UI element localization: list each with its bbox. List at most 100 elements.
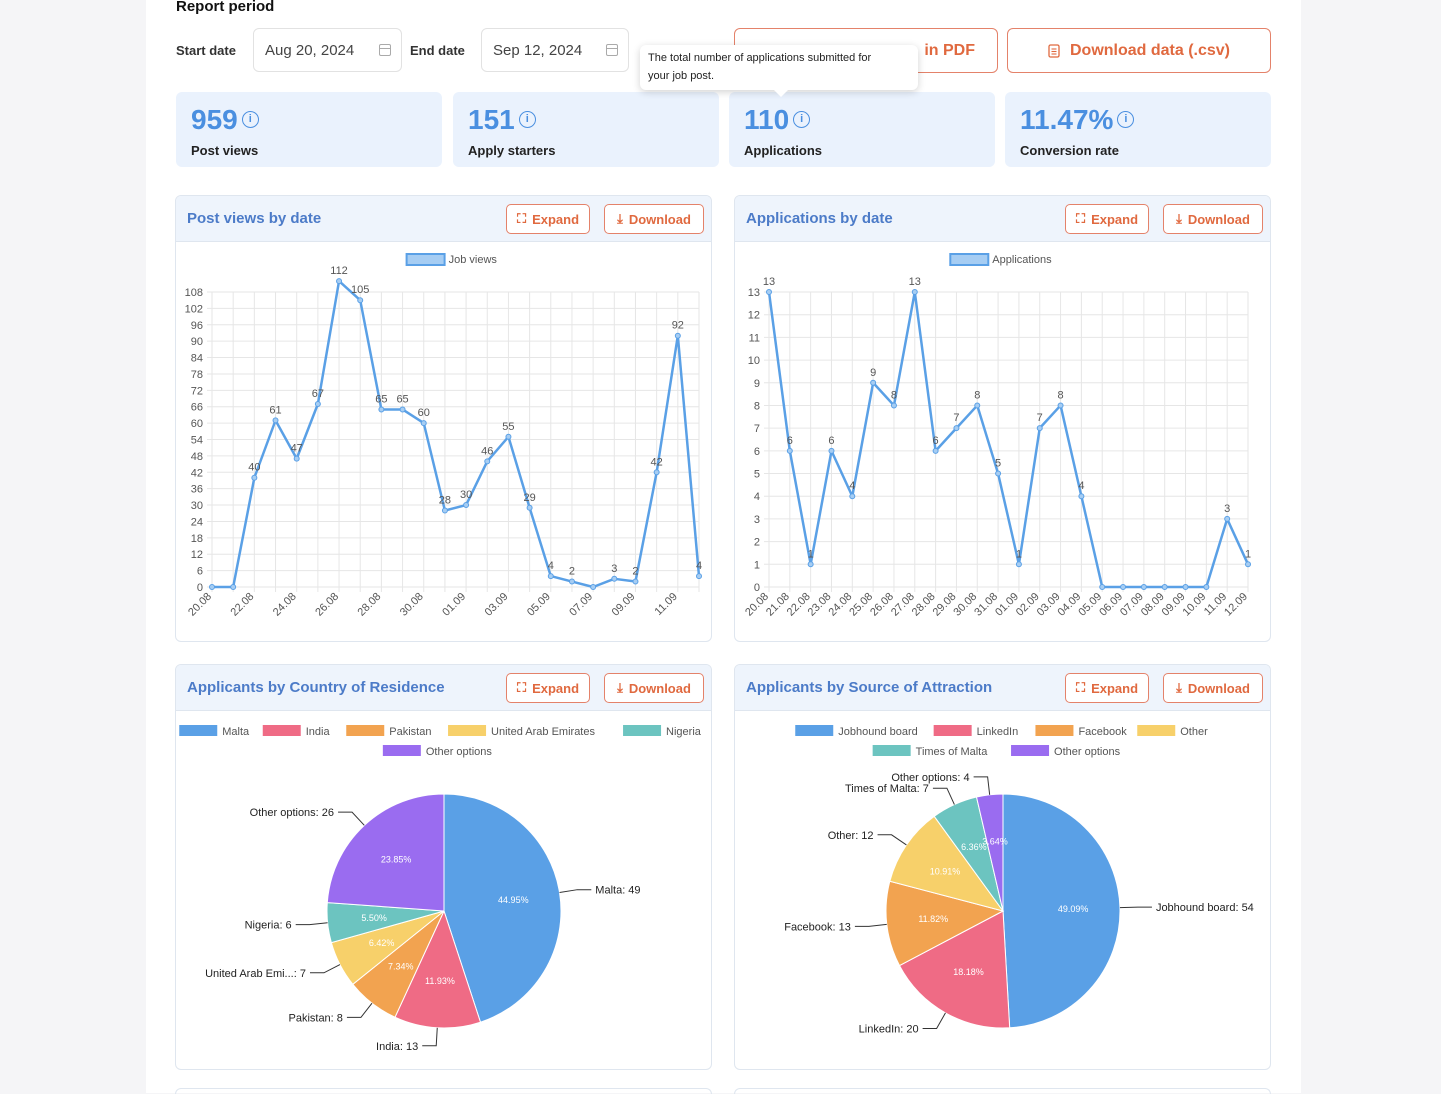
legend-swatch	[1035, 725, 1074, 736]
post-views-chart: Job views0612182430364248546066727884909…	[185, 253, 702, 619]
download-button[interactable]: ⤓ Download	[604, 673, 704, 703]
y-tick-label: 0	[754, 582, 760, 594]
legend-label: Facebook	[1078, 726, 1127, 738]
download-icon: ⤓	[617, 680, 623, 695]
data-point	[1161, 584, 1168, 590]
country-card: Applicants by Country of Residence ⛶ Expa…	[175, 664, 712, 1070]
start-date-input[interactable]: Aug 20, 2024	[253, 28, 402, 72]
data-label: 105	[351, 284, 369, 296]
x-tick-label: 22.08	[229, 591, 257, 619]
data-label: 3	[1224, 503, 1230, 515]
x-tick-label: 30.08	[398, 591, 426, 619]
y-tick-label: 36	[191, 484, 203, 496]
download-pdf-label: in PDF	[924, 41, 975, 59]
legend-label: Malta	[222, 726, 250, 738]
legend-label: Other options	[1054, 746, 1121, 758]
y-tick-label: 5	[754, 469, 760, 481]
expand-button[interactable]: ⛶ Expand	[1065, 204, 1149, 234]
y-tick-label: 24	[191, 516, 203, 528]
data-point	[230, 584, 237, 590]
applications-card: Applications by date ⛶ Expand ⤓ Download A…	[734, 195, 1271, 642]
data-point	[399, 406, 406, 413]
y-tick-label: 11	[749, 332, 760, 344]
data-label: 7	[953, 412, 959, 424]
legend-swatch	[1137, 725, 1176, 736]
expand-icon: ⛶	[1075, 680, 1086, 695]
country-pie-chart: Malta India Pakistan United Arab Emirates Ni…	[179, 725, 702, 1053]
y-tick-label: 10	[748, 355, 760, 367]
data-label: 4	[696, 560, 702, 572]
data-point	[870, 379, 877, 386]
slice-label: Other options: 4	[891, 772, 969, 784]
stat-apply-starters: 151 i Apply starters	[453, 92, 719, 167]
card-title: Applicants by Country of Residence	[187, 679, 445, 696]
data-label: 9	[870, 367, 876, 379]
download-button[interactable]: ⤓ Download	[604, 204, 704, 234]
data-label: 6	[787, 435, 793, 447]
start-date-label: Start date	[176, 43, 236, 58]
slice-percent: 5.50%	[361, 913, 387, 923]
data-point	[849, 493, 856, 500]
slice-label: United Arab Emi...: 7	[205, 968, 306, 980]
expand-button[interactable]: ⛶ Expand	[506, 204, 590, 234]
calendar-icon	[379, 44, 391, 56]
data-point	[766, 289, 772, 295]
info-icon[interactable]: i	[793, 111, 811, 128]
slice-label: Other: 12	[828, 830, 874, 842]
info-icon[interactable]: i	[241, 111, 259, 128]
end-date-input[interactable]: Sep 12, 2024	[481, 28, 629, 72]
legend-swatch	[346, 725, 385, 736]
legend-label: United Arab Emirates	[491, 726, 595, 738]
data-point	[357, 297, 364, 304]
data-label: 1	[1245, 548, 1251, 560]
end-date-label: End date	[410, 43, 465, 58]
y-tick-label: 72	[191, 385, 203, 397]
data-point	[1036, 425, 1043, 432]
stat-value: 110	[744, 104, 790, 135]
download-button[interactable]: ⤓ Download	[1163, 673, 1263, 703]
data-point	[932, 447, 939, 454]
legend-swatch	[448, 725, 487, 736]
x-tick-label: 03.09	[483, 591, 511, 619]
legend-label: India	[306, 726, 331, 738]
info-icon[interactable]: i	[518, 111, 536, 128]
expand-button[interactable]: ⛶ Expand	[1065, 673, 1149, 703]
data-point	[1078, 493, 1085, 500]
data-label: 92	[672, 320, 684, 332]
legend-swatch	[382, 745, 421, 756]
download-button[interactable]: ⤓ Download	[1163, 204, 1263, 234]
stat-value: 959	[191, 104, 238, 135]
y-tick-label: 84	[191, 353, 203, 365]
report-period-title: Report period	[176, 0, 275, 15]
leader-line	[338, 811, 365, 826]
y-tick-label: 78	[191, 369, 203, 381]
slice-label: Other options: 26	[250, 807, 334, 819]
legend-swatch	[949, 253, 990, 266]
download-csv-button[interactable]: Download data (.csv)	[1007, 28, 1271, 73]
y-tick-label: 13	[748, 287, 760, 299]
x-tick-label: 20.08	[186, 591, 214, 619]
data-label: 7	[1037, 412, 1043, 424]
report-page: Report period Start date Aug 20, 2024 En…	[146, 0, 1301, 1094]
post-views-card: Post views by date ⛶ Expand ⤓ Download Job…	[175, 195, 712, 642]
expand-label: Expand	[1091, 680, 1139, 696]
data-point	[526, 504, 533, 511]
x-tick-label: 09.09	[610, 591, 638, 619]
card-title: Applicants by Source of Attraction	[746, 679, 993, 696]
leader-line	[309, 964, 341, 974]
download-label: Download	[628, 211, 691, 227]
x-tick-label: 12.09	[1222, 591, 1250, 619]
y-tick-label: 8	[754, 400, 760, 412]
info-icon[interactable]: i	[1117, 111, 1135, 128]
y-tick-label: 96	[191, 320, 203, 332]
download-label: Download	[628, 680, 691, 696]
data-point	[828, 447, 835, 454]
data-label: 40	[248, 462, 260, 474]
data-label: 8	[891, 389, 897, 401]
card-title: Applications by date	[746, 210, 893, 227]
next-card-edge	[734, 1088, 1271, 1094]
x-tick-label: 11.09	[653, 591, 680, 618]
data-point	[696, 573, 702, 580]
y-tick-label: 4	[754, 491, 760, 503]
expand-button[interactable]: ⛶ Expand	[506, 673, 590, 703]
